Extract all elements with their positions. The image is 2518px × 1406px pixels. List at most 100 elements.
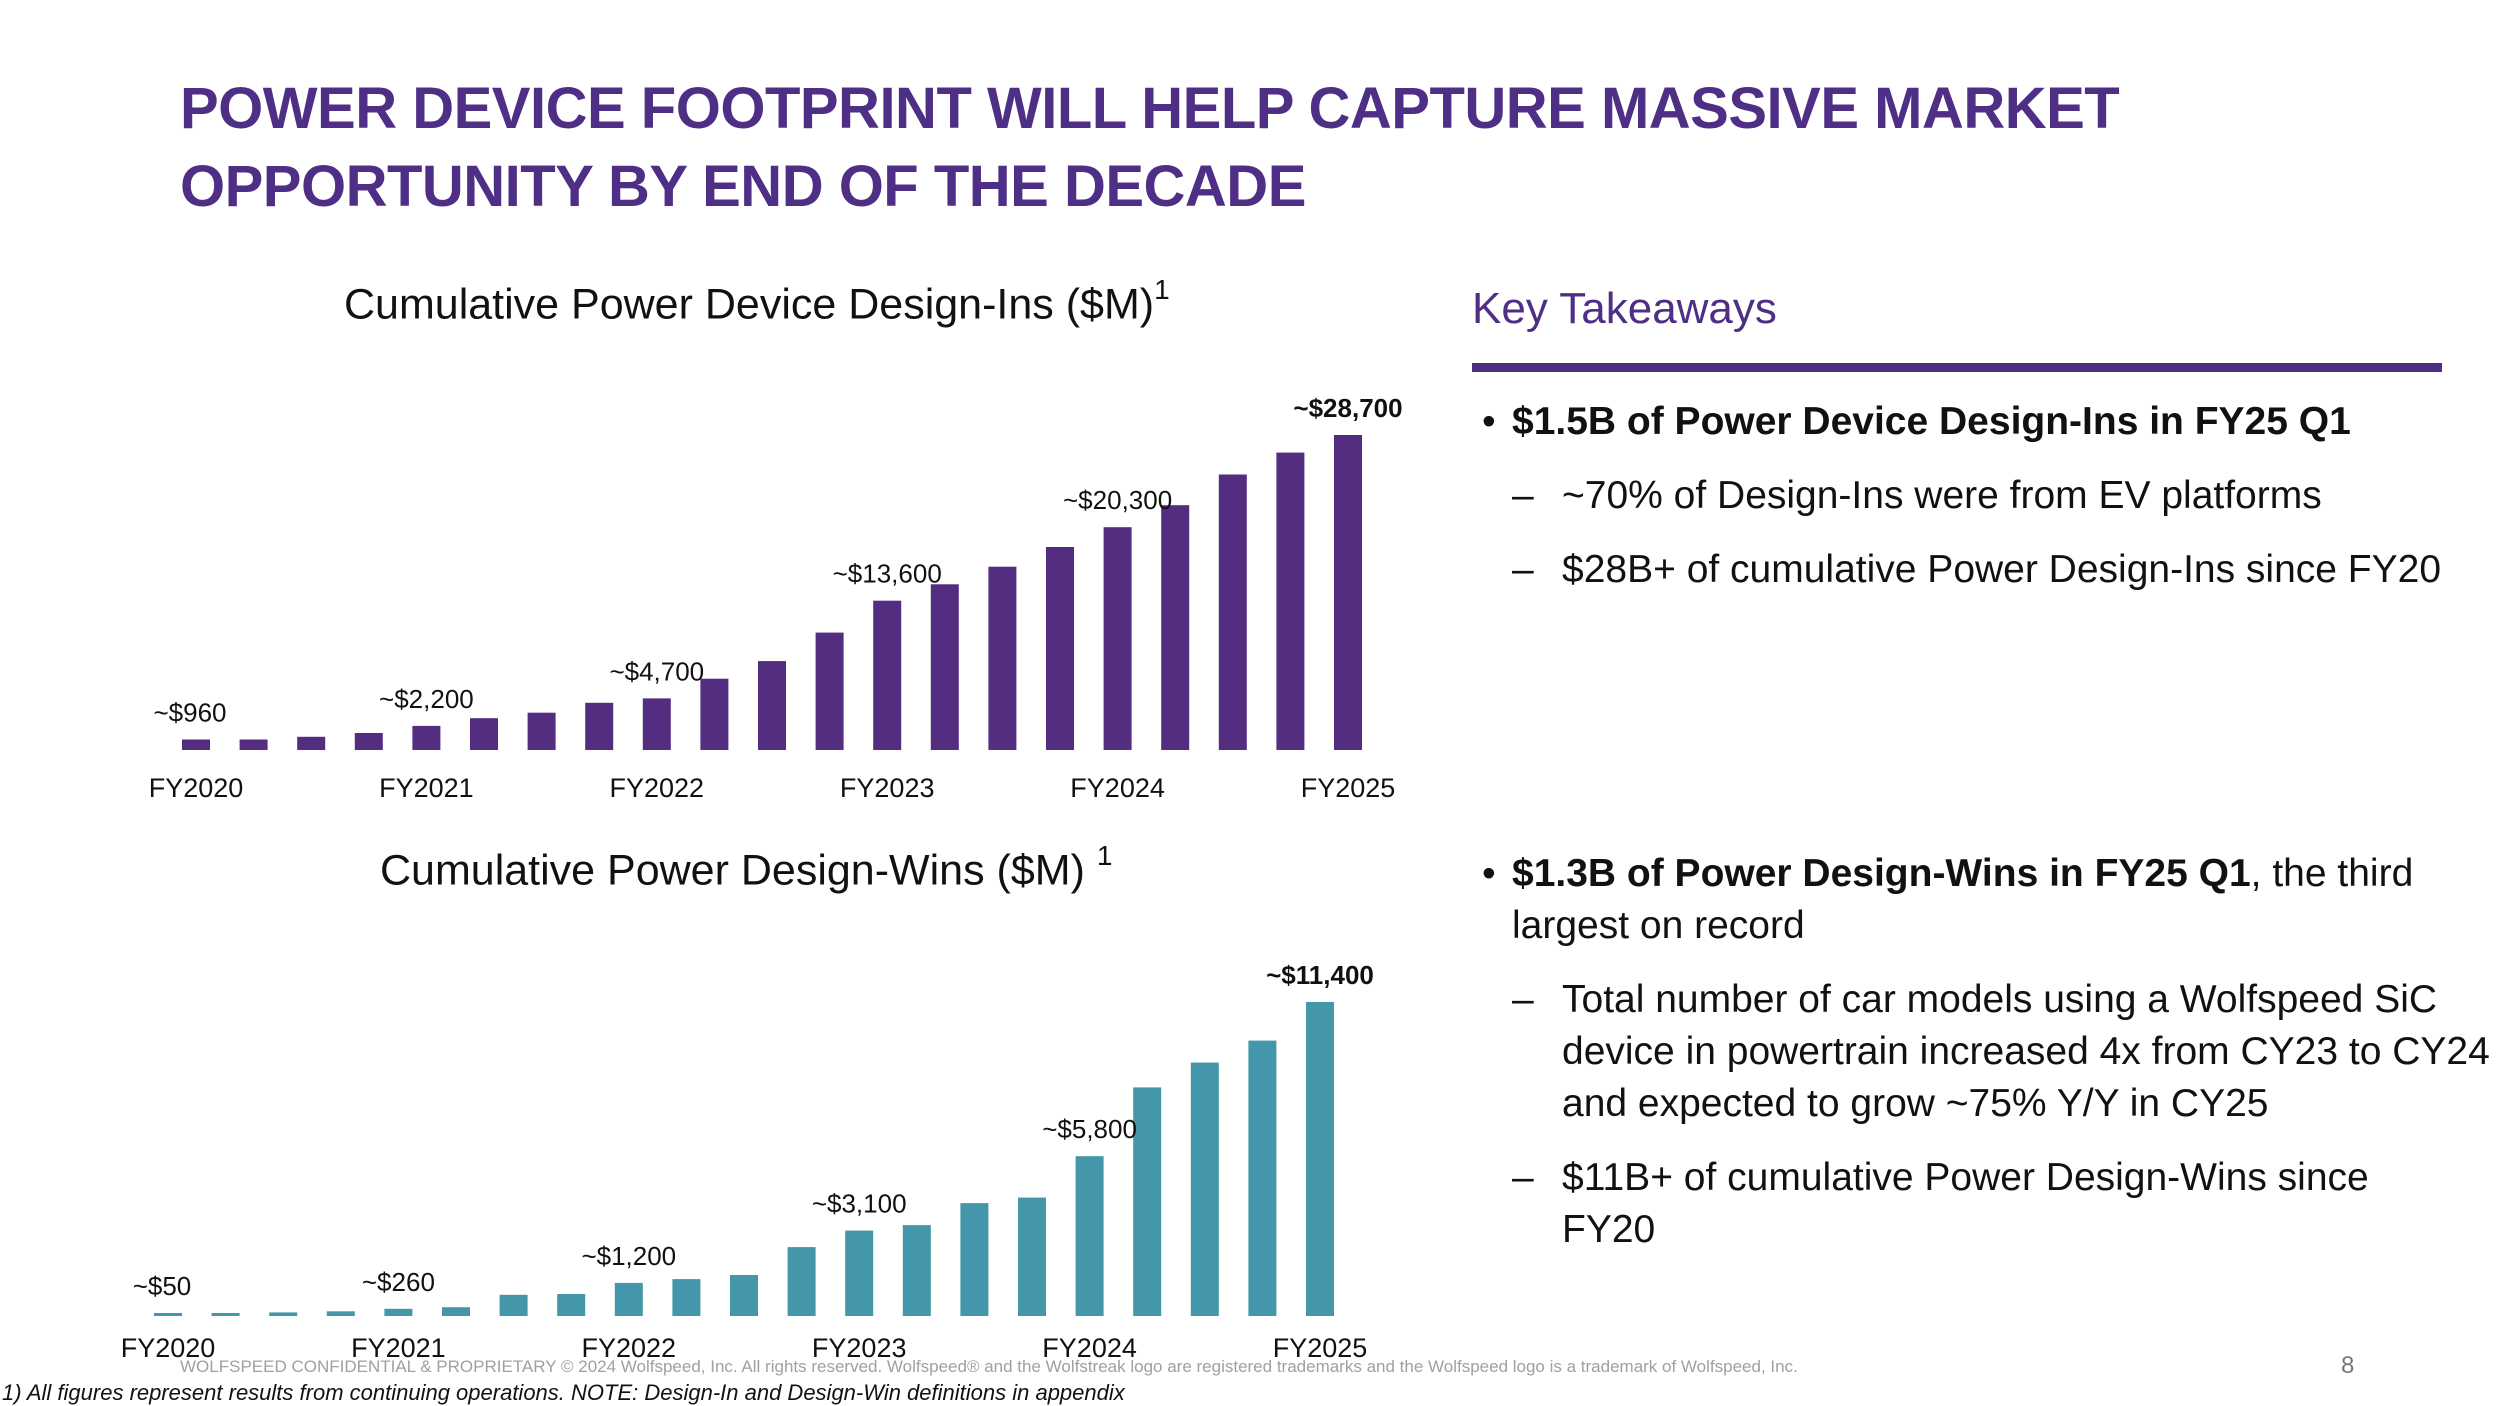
design-ins-bar-7: [585, 702, 614, 750]
takeaway-sub-1-2-text: $28B+ of cumulative Power Design-Ins sin…: [1562, 548, 2442, 591]
design-wins-bar-10: [730, 1275, 758, 1316]
design-ins-bar-10: [758, 661, 786, 750]
design-wins-bar-14: [960, 1203, 989, 1316]
design-ins-bar-chart: ~$960 ~$2,200 ~$4,700 ~$13,600 ~$20,300 ~$28,…: [149, 393, 1403, 803]
takeaway-bullet-1: • $1.5B of Power Device Design-Ins in FY…: [1482, 396, 2492, 448]
design-ins-bar-9: [700, 678, 729, 750]
design-ins-bar-17: [1161, 505, 1190, 750]
design-wins-data-label-12: ~$3,100: [812, 1189, 907, 1219]
design-ins-chart-title-text: Cumulative Power Device Design-Ins ($M): [344, 280, 1155, 329]
design-ins-bar-19: [1276, 452, 1305, 750]
footnote: 1) All figures represent results from co…: [2, 1380, 1125, 1405]
design-ins-bar-3: [354, 733, 383, 750]
design-wins-bar-5: [442, 1307, 470, 1316]
key-takeaways-divider: [1472, 363, 2442, 372]
design-wins-x-tick-FY2023: FY2023: [812, 1333, 907, 1363]
takeaway-sub-1-1-text: ~70% of Design-Ins were from EV platform…: [1562, 474, 2322, 517]
design-wins-bar-9: [672, 1279, 701, 1316]
design-wins-chart-title: Cumulative Power Design-Wins ($M) 1: [380, 840, 1112, 895]
design-ins-data-label-20: ~$28,700: [1293, 393, 1402, 423]
design-ins-bar-12: [873, 600, 902, 750]
design-ins-bar-15: [1046, 547, 1074, 750]
takeaway-sub-2-2: – $11B+ of cumulative Power Design-Wins …: [1512, 1152, 2462, 1256]
design-ins-bar-16: [1103, 527, 1132, 750]
design-wins-bar-0: [154, 1313, 182, 1316]
takeaway-bullet-2: • $1.3B of Power Design-Wins in FY25 Q1,…: [1482, 848, 2452, 952]
design-ins-bar-1: [239, 739, 268, 750]
takeaway-sub-2-1-text: Total number of car models using a Wolfs…: [1562, 978, 2490, 1125]
design-wins-x-tick-FY2022: FY2022: [582, 1333, 677, 1363]
design-wins-bar-16: [1075, 1156, 1104, 1316]
design-ins-x-tick-FY2024: FY2024: [1070, 773, 1165, 803]
design-wins-bar-4: [384, 1308, 413, 1316]
design-wins-x-tick-FY2025: FY2025: [1273, 1333, 1368, 1363]
takeaway-bullet-2-rest: , the third largest on record: [1512, 852, 2414, 947]
design-ins-x-tick-FY2023: FY2023: [840, 773, 935, 803]
bullet-marker: •: [1482, 400, 1496, 443]
design-wins-bar-13: [902, 1225, 931, 1316]
design-wins-bar-7: [557, 1294, 586, 1316]
design-wins-bar-12: [845, 1230, 874, 1316]
design-ins-bar-11: [815, 632, 844, 750]
design-ins-bar-0: [182, 739, 210, 750]
takeaway-sub-2-1: – Total number of car models using a Wol…: [1512, 974, 2492, 1130]
design-wins-bar-8: [614, 1282, 643, 1316]
legal-notice: WOLFSPEED CONFIDENTIAL & PROPRIETARY © 2…: [180, 1357, 1798, 1376]
slide-title: POWER DEVICE FOOTPRINT WILL HELP CAPTURE…: [180, 70, 2180, 226]
dash-marker: –: [1512, 1156, 1534, 1199]
design-ins-data-label-0: ~$960: [153, 698, 226, 728]
design-wins-data-label-4: ~$260: [362, 1267, 435, 1297]
design-ins-bar-20: [1334, 435, 1362, 750]
design-ins-bar-5: [470, 718, 498, 750]
takeaway-bullet-1-text: $1.5B of Power Device Design-Ins in FY25…: [1512, 400, 2351, 443]
design-wins-bar-chart: ~$50 ~$260 ~$1,200 ~$3,100 ~$5,800 ~$11,400 FY…: [121, 960, 1374, 1363]
design-ins-x-tick-FY2020: FY2020: [149, 773, 244, 803]
takeaway-bullet-2-bold: $1.3B of Power Design-Wins in FY25 Q1: [1512, 852, 2251, 895]
design-ins-bar-18: [1218, 474, 1247, 750]
design-wins-bar-17: [1133, 1087, 1162, 1316]
design-wins-data-label-16: ~$5,800: [1042, 1114, 1137, 1144]
design-wins-bar-3: [326, 1311, 355, 1316]
dash-marker: –: [1512, 978, 1534, 1021]
design-wins-data-label-20: ~$11,400: [1266, 960, 1374, 990]
slide-title-line-1: POWER DEVICE FOOTPRINT WILL HELP CAPTURE…: [180, 76, 2120, 141]
design-wins-bar-19: [1248, 1040, 1277, 1316]
key-takeaways-header: Key Takeaways: [1472, 284, 1777, 333]
design-ins-x-tick-FY2025: FY2025: [1301, 773, 1396, 803]
design-wins-bar-18: [1190, 1062, 1219, 1316]
takeaway-sub-2-2-text: $11B+ of cumulative Power Design-Wins si…: [1562, 1156, 2369, 1251]
dash-marker: –: [1512, 474, 1534, 517]
design-ins-footnote-marker: 1: [1154, 274, 1170, 305]
design-ins-chart-title: Cumulative Power Device Design-Ins ($M)1: [344, 274, 1170, 329]
design-wins-bar-20: [1306, 1002, 1334, 1316]
dash-marker: –: [1512, 548, 1534, 591]
takeaway-sub-1-1: – ~70% of Design-Ins were from EV platfo…: [1512, 470, 2482, 522]
design-wins-bar-2: [269, 1312, 298, 1316]
design-ins-x-tick-FY2021: FY2021: [379, 773, 474, 803]
design-ins-bar-13: [930, 584, 959, 750]
design-wins-bar-15: [1018, 1197, 1046, 1316]
design-ins-x-tick-FY2022: FY2022: [610, 773, 705, 803]
design-wins-bar-11: [787, 1247, 816, 1316]
design-wins-data-label-8: ~$1,200: [581, 1241, 676, 1271]
page-number: 8: [2341, 1352, 2355, 1379]
design-ins-bar-14: [988, 566, 1017, 750]
design-ins-data-label-16: ~$20,300: [1063, 485, 1172, 515]
slide-title-line-2: OPPORTUNITY BY END OF THE DECADE: [180, 154, 1306, 219]
bullet-marker: •: [1482, 852, 1496, 895]
design-ins-bar-4: [412, 725, 441, 750]
design-wins-x-tick-FY2021: FY2021: [351, 1333, 446, 1363]
design-wins-bar-6: [499, 1294, 528, 1316]
design-wins-footnote-marker: 1: [1096, 840, 1113, 871]
design-wins-x-tick-FY2024: FY2024: [1042, 1333, 1137, 1363]
design-ins-bar-8: [642, 698, 671, 750]
design-wins-bar-1: [211, 1313, 240, 1316]
design-ins-bar-6: [527, 712, 556, 750]
takeaway-sub-1-2: – $28B+ of cumulative Power Design-Ins s…: [1512, 544, 2482, 596]
design-ins-data-label-12: ~$13,600: [833, 559, 942, 589]
design-ins-bar-2: [297, 736, 326, 750]
design-ins-data-label-4: ~$2,200: [379, 684, 474, 714]
design-wins-x-tick-FY2020: FY2020: [121, 1333, 216, 1363]
design-ins-data-label-8: ~$4,700: [609, 656, 704, 686]
design-wins-chart-title-text: Cumulative Power Design-Wins ($M): [380, 846, 1085, 895]
